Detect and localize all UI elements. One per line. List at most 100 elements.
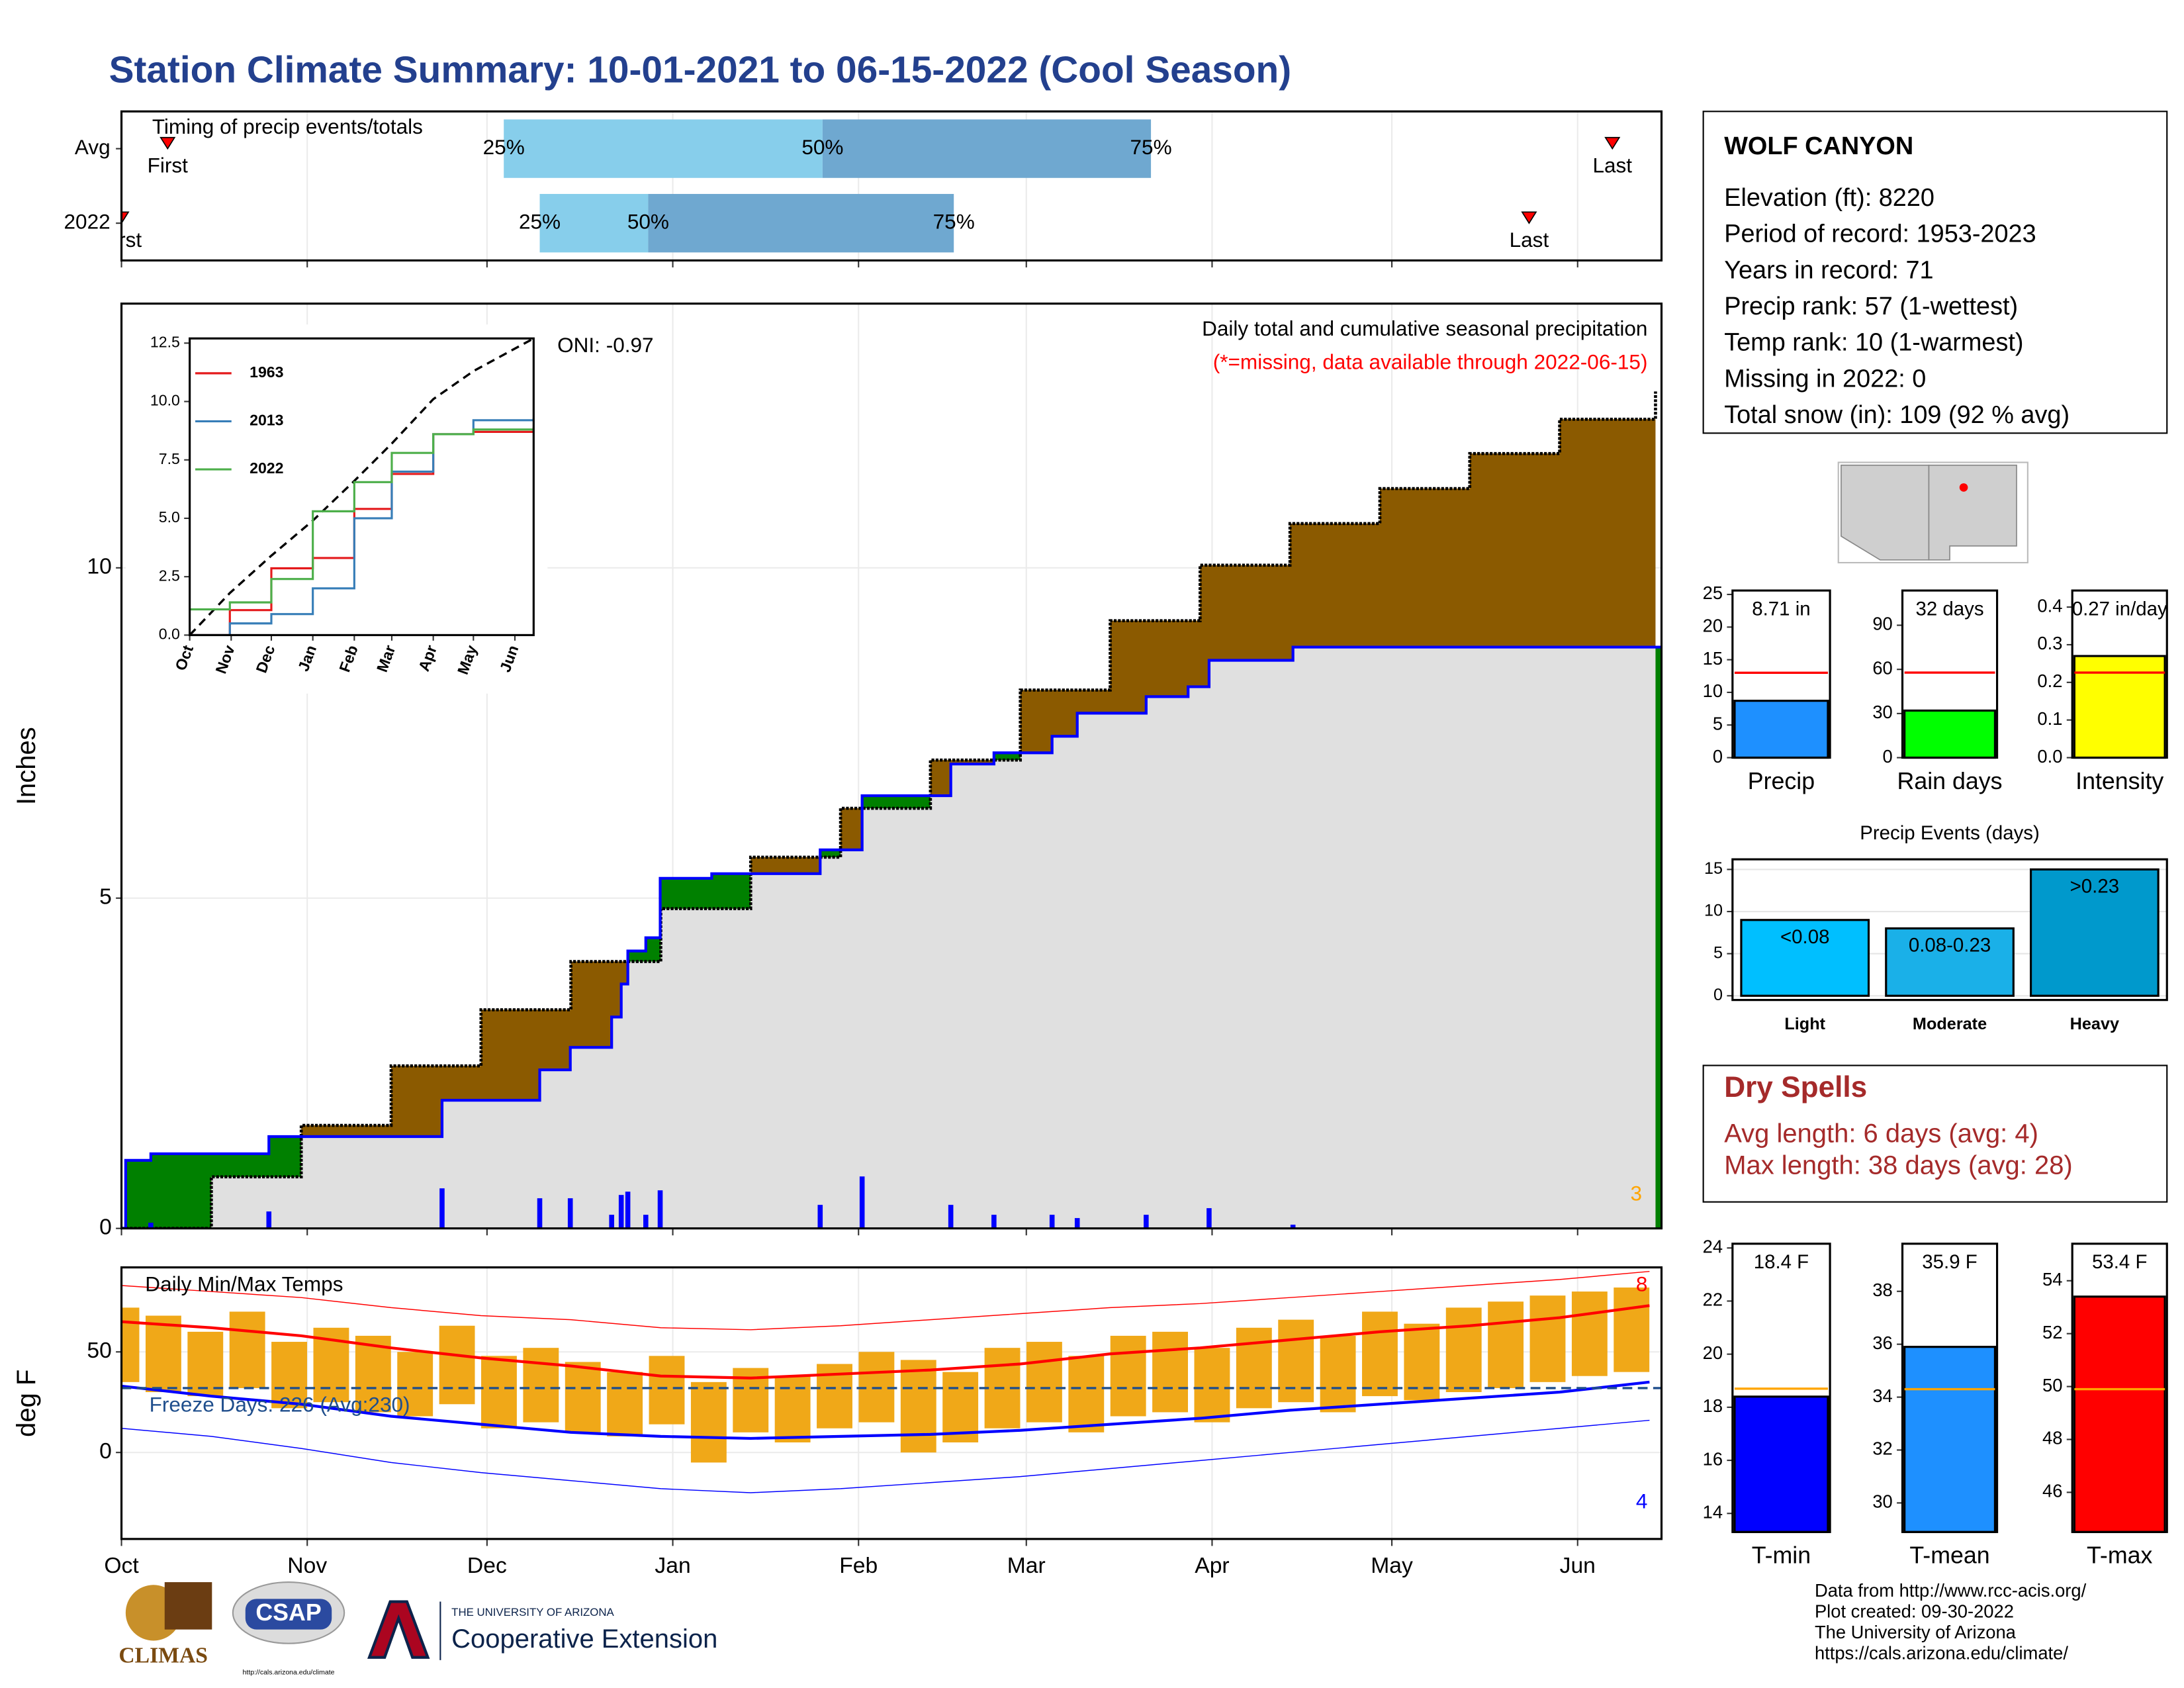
daily-temp-bar <box>1026 1342 1062 1423</box>
daily-temp-bar <box>1614 1287 1650 1372</box>
y-tick-label: 30 <box>1872 702 1892 722</box>
y-tick-label: 38 <box>1872 1280 1892 1300</box>
x-tick-label: T-mean <box>1909 1542 1989 1569</box>
event-marker <box>121 211 130 224</box>
y-tick-label: 2.5 <box>159 567 180 584</box>
daily-precip-bar <box>439 1188 445 1229</box>
percentile-label: 25% <box>483 135 525 159</box>
credit-line: The University of Arizona <box>1815 1622 2017 1642</box>
daily-temp-bar <box>439 1325 475 1405</box>
daily-temp-bar <box>565 1362 601 1432</box>
dry-spells-line: Avg length: 6 days (avg: 4) <box>1724 1119 2038 1148</box>
y-tick-label: 25 <box>1703 583 1723 603</box>
daily-temp-bar <box>481 1356 517 1429</box>
station-line: Missing in 2022: 0 <box>1724 365 1926 393</box>
daily-precip-bar <box>567 1198 573 1229</box>
logo-shape <box>367 1600 430 1659</box>
y-tick-label: 5.0 <box>159 508 180 526</box>
value-label: 53.4 F <box>2092 1251 2147 1273</box>
daily-temp-bar <box>690 1382 727 1463</box>
y-tick-label: 46 <box>2042 1481 2062 1501</box>
x-tick-label: Rain days <box>1897 768 2003 794</box>
y-tick-label: 0.2 <box>2037 671 2062 691</box>
y-tick-label: 36 <box>1872 1333 1892 1353</box>
x-tick-label: Intensity <box>2075 768 2163 794</box>
x-tick-label: Mar <box>1007 1554 1046 1578</box>
station-line: Elevation (ft): 8220 <box>1724 184 1934 212</box>
daily-temp-bar <box>649 1356 685 1425</box>
station-line: Precip rank: 57 (1-wettest) <box>1724 293 2018 320</box>
temperature-marks <box>121 1270 1662 1493</box>
y-tick-label: 14 <box>1703 1502 1723 1523</box>
logo-shape <box>164 1582 212 1630</box>
locator-map <box>1837 461 2028 564</box>
daily-precip-bar <box>1074 1218 1080 1229</box>
x-tick-label: Jan <box>655 1554 690 1578</box>
event-label: Last <box>1510 228 1549 252</box>
daily-temp-bar <box>1529 1295 1566 1382</box>
percentile-label: 75% <box>933 209 975 233</box>
value-label: 32 days <box>1915 598 1983 620</box>
daily-temp-bar <box>900 1360 936 1453</box>
station-line: Temp rank: 10 (1-warmest) <box>1724 329 2023 357</box>
y-tick-label: 10 <box>1703 680 1723 701</box>
bar <box>1733 700 1829 759</box>
dry-spells-line: Max length: 38 days (avg: 28) <box>1724 1151 2073 1180</box>
annotation: ONI: -0.97 <box>557 333 654 357</box>
daily-precip-bar <box>1290 1225 1296 1229</box>
y-tick-label: 0 <box>99 1439 112 1464</box>
y-tick-label: 10 <box>1704 902 1723 920</box>
row-label: 2022 <box>64 209 111 233</box>
legend-label: 2022 <box>250 459 283 477</box>
panel-frame <box>1901 1243 1999 1533</box>
x-tick-label: May <box>1371 1554 1413 1578</box>
y-tick-label: 15 <box>1704 859 1723 878</box>
timing-bar <box>539 193 649 253</box>
daily-precip-bar <box>991 1215 997 1229</box>
y-tick-label: 5 <box>99 885 112 910</box>
annotation: Freeze Days: 226 (Avg:230) <box>150 1393 410 1417</box>
x-tick-label: Dec <box>467 1554 507 1578</box>
daily-temp-bar <box>121 1307 140 1382</box>
panel-frame <box>2071 1243 2168 1533</box>
series-line <box>189 428 534 611</box>
daily-temp-bar <box>1236 1327 1272 1409</box>
y-tick-label: 22 <box>1703 1289 1723 1310</box>
chart-title: Precip Events (days) <box>1860 822 2040 844</box>
y-tick-label: 20 <box>1703 1342 1723 1363</box>
event-label: First <box>148 153 189 177</box>
y-tick-label: 0 <box>1713 746 1723 767</box>
value-label: 18.4 F <box>1754 1251 1809 1273</box>
y-tick-label: 7.5 <box>159 450 180 467</box>
daily-precip-bar <box>643 1215 649 1229</box>
chart-subtitle: (*=missing, data available through 2022-… <box>1213 350 1648 373</box>
daily-precip-bar <box>537 1198 543 1229</box>
event-marker <box>1521 211 1537 224</box>
logo-text: CSAP <box>255 1599 321 1626</box>
logo-text: Cooperative Extension <box>451 1624 717 1654</box>
logo-text: http://cals.arizona.edu/climate <box>243 1669 335 1677</box>
average-line <box>121 391 1657 1229</box>
bin-label: 0.08-0.23 <box>1909 935 1991 957</box>
daily-temp-bar <box>229 1311 265 1388</box>
x-tick-label: Precip <box>1748 768 1815 794</box>
event-marker <box>1604 136 1621 150</box>
x-tick-label: Oct <box>104 1554 139 1578</box>
y-axis-label: Inches <box>12 727 41 805</box>
y-tick-label: 12.5 <box>150 333 180 350</box>
timing-bar <box>504 119 823 178</box>
bar <box>2029 868 2160 997</box>
x-tick-label: T-max <box>2087 1542 2152 1569</box>
daily-temp-bar <box>1445 1307 1482 1393</box>
y-tick-label: 30 <box>1872 1491 1892 1512</box>
daily-precip-bar <box>817 1205 823 1229</box>
y-tick-label: 5 <box>1713 943 1723 962</box>
precip-areas <box>121 391 1662 1229</box>
panel-frame <box>1901 589 1999 759</box>
credit-line: Data from http://www.rcc-acis.org/ <box>1815 1580 2087 1601</box>
x-tick-label: Jun <box>1560 1554 1596 1578</box>
flag-count: 3 <box>1631 1182 1643 1205</box>
daily-precip-bar <box>1206 1208 1212 1229</box>
event-marker <box>159 136 176 150</box>
logo-text: THE UNIVERSITY OF ARIZONA <box>451 1606 614 1618</box>
